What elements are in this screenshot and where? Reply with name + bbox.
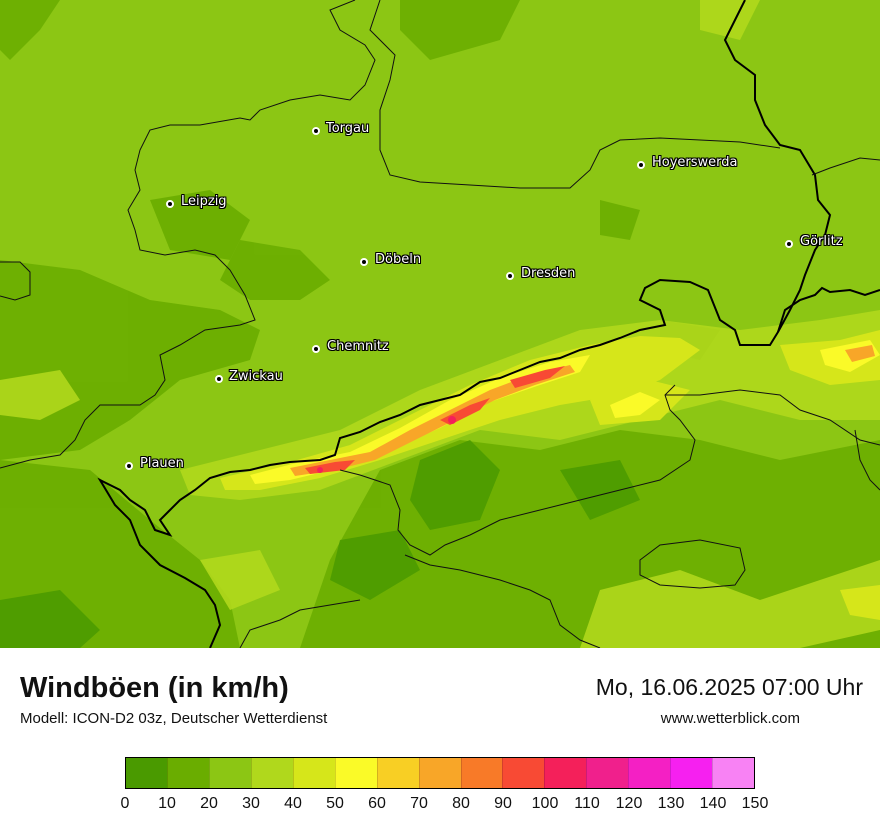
legend-tick-labels: 0 10 20 30 40 50 60 70 80 90 100 110 120 130 140 150 <box>121 795 769 819</box>
legend-tick-label: 110 <box>574 795 600 812</box>
city-dot-leipzig <box>166 200 174 208</box>
model-source: Modell: ICON-D2 03z, Deutscher Wetterdie… <box>20 710 328 727</box>
city-dot-torgau <box>312 127 320 135</box>
legend-swatch <box>334 758 377 788</box>
city-label-goerlitz[interactable]: Görlitz <box>800 234 843 249</box>
legend-tick-label: 70 <box>410 795 428 812</box>
city-dot-goerlitz <box>785 240 793 248</box>
map-title: Windböen (in km/h) <box>20 672 289 704</box>
city-dot-zwickau <box>215 375 223 383</box>
severe-storm-spots <box>317 416 456 473</box>
city-label-doebeln[interactable]: Döbeln <box>375 252 422 267</box>
legend-tick-label: 0 <box>120 795 130 812</box>
legend-swatch <box>586 758 629 788</box>
legend-swatch <box>250 758 293 788</box>
city-label-hoyerswerda[interactable]: Hoyerswerda <box>652 155 738 170</box>
legend-swatch <box>292 758 335 788</box>
legend-tick-label: 140 <box>699 795 727 812</box>
state-borders <box>0 0 880 648</box>
wind-gust-map[interactable]: Torgau Hoyerswerda Leipzig Görlitz Döbel… <box>0 0 880 648</box>
legend-swatch <box>712 758 755 788</box>
city-dot-dresden <box>506 272 514 280</box>
legend-tick-label: 20 <box>200 795 218 812</box>
legend-swatch <box>166 758 209 788</box>
legend-swatch <box>126 758 167 788</box>
legend-swatch <box>544 758 587 788</box>
city-label-dresden[interactable]: Dresden <box>521 266 576 281</box>
footer-panel: Windböen (in km/h) Modell: ICON-D2 03z, … <box>0 648 880 830</box>
very-low-wind-areas <box>0 440 640 648</box>
legend-swatch <box>628 758 671 788</box>
legend-tick-label: 90 <box>494 795 512 812</box>
legend-swatch <box>376 758 419 788</box>
city-label-zwickau[interactable]: Zwickau <box>229 369 283 384</box>
gale-band <box>290 345 875 476</box>
legend-tick-label: 130 <box>657 795 685 812</box>
legend-swatch <box>502 758 545 788</box>
forecast-datetime: Mo, 16.06.2025 07:00 Uhr <box>595 674 863 700</box>
legend-tick-label: 10 <box>158 795 176 812</box>
website-link[interactable]: www.wetterblick.com <box>660 710 800 727</box>
city-label-leipzig[interactable]: Leipzig <box>181 194 227 209</box>
city-dot-chemnitz <box>312 345 320 353</box>
city-dot-doebeln <box>360 258 368 266</box>
city-label-chemnitz[interactable]: Chemnitz <box>327 339 389 354</box>
legend-tick-label: 150 <box>741 795 769 812</box>
legend-swatch <box>418 758 461 788</box>
city-dot-hoyerswerda <box>637 161 645 169</box>
legend-swatch <box>208 758 251 788</box>
legend-tick-label: 120 <box>615 795 643 812</box>
city-dot-plauen <box>125 462 133 470</box>
legend-swatch <box>460 758 503 788</box>
city-label-plauen[interactable]: Plauen <box>140 456 184 471</box>
map-canvas <box>0 0 880 648</box>
legend-tick-label: 50 <box>326 795 344 812</box>
legend-tick-label: 30 <box>242 795 260 812</box>
legend-tick-label: 100 <box>531 795 559 812</box>
legend-swatch <box>670 758 713 788</box>
legend-tick-label: 80 <box>452 795 470 812</box>
city-label-torgau[interactable]: Torgau <box>326 121 370 136</box>
legend-tick-label: 60 <box>368 795 386 812</box>
color-scale-legend <box>125 757 755 789</box>
country-border <box>97 0 880 648</box>
legend-tick-label: 40 <box>284 795 302 812</box>
